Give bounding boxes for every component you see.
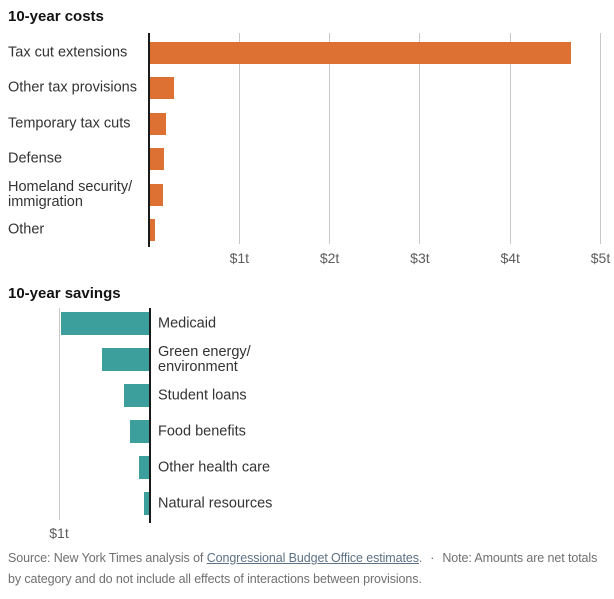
- gridline: [238, 33, 240, 244]
- gridline: [58, 308, 60, 520]
- costs-bar-2: [150, 112, 167, 135]
- gridline: [509, 33, 511, 244]
- costs-bar-0: [150, 41, 571, 64]
- category-label: Food benefits: [158, 423, 246, 439]
- category-label: Green energy/ environment: [158, 343, 251, 375]
- axis-tick-label: $4t: [500, 250, 520, 266]
- axis-tick-label: $1t: [229, 250, 250, 266]
- savings-axis-line: [149, 308, 151, 523]
- category-label: Other tax provisions: [8, 79, 137, 96]
- costs-bar-4: [150, 183, 163, 206]
- footer-separator: ·: [430, 551, 435, 565]
- costs-bar-3: [150, 148, 165, 171]
- footer-note: Source: New York Times analysis of Congr…: [8, 548, 612, 590]
- costs-bar-1: [150, 77, 175, 100]
- savings-bar-3: [129, 420, 149, 443]
- axis-tick-label: $5t: [590, 250, 611, 266]
- category-label: Student loans: [158, 387, 247, 403]
- category-label: Tax cut extensions: [8, 44, 128, 60]
- savings-bar-5: [144, 492, 149, 515]
- costs-bar-5: [150, 219, 155, 242]
- axis-tick-label: $3t: [410, 250, 430, 266]
- cbo-estimates-link[interactable]: Congressional Budget Office estimates: [206, 551, 419, 565]
- source-period: .: [418, 551, 423, 565]
- savings-bar-4: [138, 456, 149, 479]
- source-text: Source: New York Times analysis of: [8, 551, 207, 565]
- gridline: [600, 33, 601, 244]
- category-label: Other health care: [158, 459, 271, 475]
- category-label: Medicaid: [158, 315, 217, 331]
- axis-tick-label: $2t: [319, 250, 340, 266]
- costs-axis-line: [148, 33, 150, 247]
- category-label: Defense: [8, 150, 63, 167]
- category-label: Other: [8, 221, 45, 238]
- gridline: [419, 33, 421, 244]
- savings-bar-0: [60, 312, 149, 335]
- axis-tick-label: $1t: [49, 525, 69, 541]
- category-label: Homeland security/ immigration: [8, 178, 133, 210]
- category-label: Natural resources: [158, 495, 273, 511]
- costs-chart-title: 10-year costs: [8, 8, 104, 25]
- savings-bar-1: [101, 348, 149, 371]
- note-text: Note: Amounts are net totals by category…: [8, 551, 598, 586]
- category-label: Temporary tax cuts: [8, 115, 131, 132]
- gridline: [329, 33, 331, 244]
- savings-chart-title: 10-year savings: [8, 285, 121, 302]
- savings-bar-2: [123, 384, 149, 407]
